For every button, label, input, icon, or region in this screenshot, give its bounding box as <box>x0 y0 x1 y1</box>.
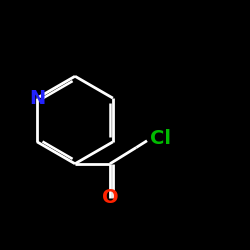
Text: N: N <box>29 89 45 108</box>
Text: Cl: Cl <box>150 129 171 148</box>
Text: O: O <box>102 188 118 207</box>
